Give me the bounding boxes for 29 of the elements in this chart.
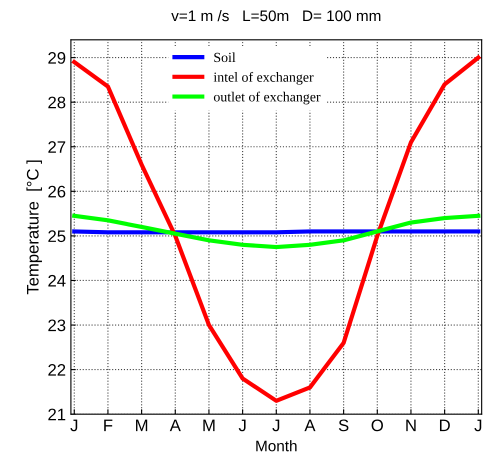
x-tick-label: J [70,420,78,432]
x-tick-label: J [272,420,280,432]
y-tick-label: 26 [48,186,66,198]
x-axis-title: Month [256,440,297,452]
y-tick-label: 29 [48,52,66,64]
legend-label: intel of exchanger [214,72,314,85]
x-tick-label: F [104,420,112,432]
y-tick-label: 21 [48,408,66,420]
chart-title: v=1 m /s L=50m D= 100 mm [171,10,380,22]
line-series [72,214,480,250]
y-tick-label: 25 [48,230,66,242]
x-tick-label: A [170,420,181,432]
x-tick-label: D [440,420,450,432]
y-tick-label: 22 [48,364,66,376]
y-tick-label: 23 [48,319,66,332]
x-tick-label: J [474,420,482,432]
x-tick-label: M [203,420,215,432]
y-axis-title: Temperature [°C ] [26,160,42,294]
y-tick-label: 24 [48,274,66,287]
y-tick-label: 28 [48,96,66,108]
y-tick-label: 27 [48,141,66,153]
x-tick-label: A [304,420,316,432]
x-tick-label: M [136,420,148,432]
x-tick-label: O [372,419,383,432]
x-tick-label: J [238,420,246,432]
x-tick-label: N [406,420,416,432]
legend-label: outlet of exchanger [214,92,320,104]
legend-label: Soil [214,52,236,62]
x-tick-label: S [338,419,348,432]
